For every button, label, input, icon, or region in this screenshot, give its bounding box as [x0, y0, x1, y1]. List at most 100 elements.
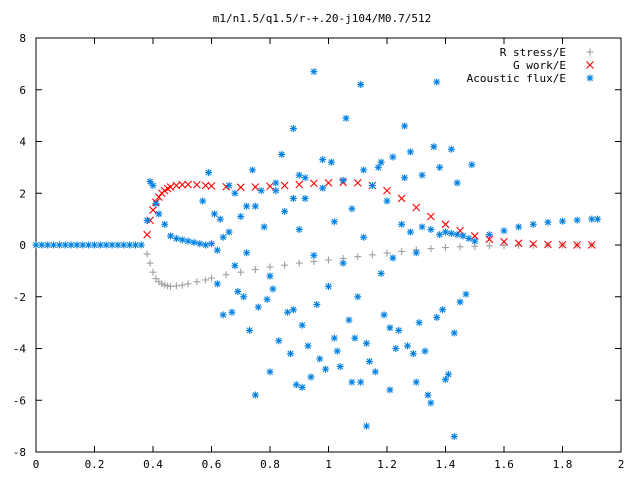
series-layer — [32, 68, 602, 440]
data-point — [456, 243, 464, 251]
data-point — [275, 337, 283, 345]
data-point — [272, 179, 280, 187]
data-point — [339, 259, 347, 267]
data-point — [412, 378, 420, 386]
x-tick-label: 1.4 — [436, 458, 456, 471]
data-point — [353, 179, 362, 187]
data-point — [439, 306, 447, 314]
data-point — [363, 422, 371, 430]
data-point — [354, 253, 362, 261]
data-point — [240, 293, 248, 301]
data-point — [310, 251, 318, 259]
data-point — [295, 180, 304, 189]
data-point — [149, 206, 157, 214]
data-point — [251, 391, 259, 399]
data-point — [403, 342, 411, 350]
data-point — [152, 275, 160, 283]
data-point — [415, 319, 423, 327]
data-point — [298, 383, 306, 391]
data-point — [371, 368, 379, 376]
data-point — [281, 207, 289, 215]
x-tick-label: 1 — [325, 458, 332, 471]
data-point — [559, 217, 566, 225]
data-point — [143, 216, 151, 224]
data-point — [319, 156, 327, 164]
data-point — [208, 240, 215, 248]
data-point — [55, 241, 63, 249]
data-point — [131, 241, 139, 249]
data-point — [456, 226, 465, 235]
data-point — [325, 282, 332, 290]
data-point — [310, 68, 318, 76]
y-tick-label: -2 — [13, 291, 26, 304]
data-point — [310, 258, 318, 266]
data-point — [146, 259, 154, 267]
data-point — [325, 256, 332, 264]
data-point — [289, 194, 297, 202]
data-point — [307, 373, 315, 381]
data-point — [292, 381, 300, 389]
data-point — [309, 179, 318, 188]
data-point — [441, 220, 450, 229]
data-point — [216, 215, 224, 223]
x-tick-label: 0.4 — [143, 458, 163, 471]
data-point — [161, 281, 169, 289]
y-tick-label: 8 — [19, 32, 26, 45]
data-point — [365, 357, 373, 365]
x-tick-label: 1.6 — [494, 458, 514, 471]
data-point — [284, 308, 292, 316]
data-point — [351, 334, 359, 342]
legend-marker — [586, 74, 594, 82]
data-point — [386, 386, 394, 394]
data-point — [102, 241, 110, 249]
y-tick-label: 4 — [19, 136, 26, 149]
data-point — [289, 125, 297, 133]
data-point — [333, 347, 341, 355]
data-point — [398, 220, 406, 228]
data-point — [316, 355, 324, 363]
data-point — [330, 218, 338, 226]
data-point — [447, 229, 455, 237]
data-point — [32, 241, 40, 249]
data-point — [231, 189, 239, 197]
data-point — [61, 241, 69, 249]
data-point — [357, 378, 365, 386]
data-point — [149, 181, 157, 189]
data-point — [442, 244, 449, 252]
data-point — [424, 391, 432, 399]
data-point — [322, 365, 330, 373]
data-point — [190, 238, 198, 246]
data-point — [213, 280, 221, 288]
data-point — [500, 242, 508, 250]
data-point — [172, 282, 180, 290]
data-point — [468, 161, 476, 169]
data-point — [272, 187, 280, 195]
data-point — [336, 363, 344, 371]
data-point — [515, 223, 523, 231]
data-point — [237, 268, 245, 276]
data-point — [442, 376, 449, 384]
data-point — [207, 182, 216, 190]
data-point — [389, 153, 397, 161]
data-point — [178, 281, 186, 289]
data-point — [360, 233, 368, 241]
data-point — [281, 261, 289, 269]
data-point — [386, 324, 394, 332]
data-point — [219, 233, 227, 241]
data-point — [427, 245, 435, 253]
data-point — [450, 329, 458, 337]
data-point — [67, 241, 75, 249]
data-point — [357, 81, 365, 89]
data-point — [450, 432, 458, 440]
data-point — [436, 163, 444, 171]
data-point — [295, 171, 303, 179]
series-0 — [143, 241, 596, 290]
data-point — [79, 241, 87, 249]
data-point — [304, 342, 312, 350]
data-point — [254, 303, 262, 311]
data-point — [319, 184, 327, 192]
data-point — [155, 210, 163, 218]
data-point — [222, 271, 230, 279]
data-point — [433, 313, 441, 321]
data-point — [158, 280, 166, 288]
